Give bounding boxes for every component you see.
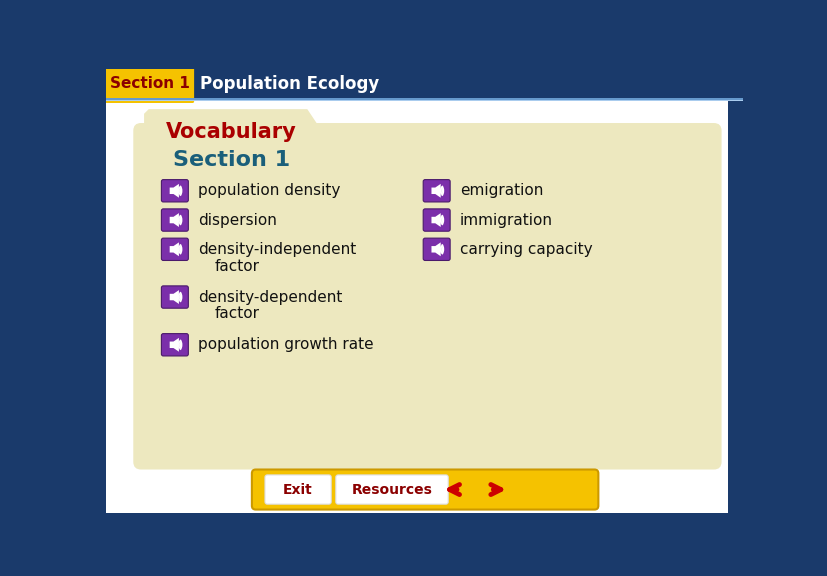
Text: factor: factor	[215, 259, 260, 274]
FancyBboxPatch shape	[105, 67, 194, 103]
Text: Section 1: Section 1	[173, 150, 290, 170]
Bar	[727, 98, 743, 513]
Bar	[105, 69, 743, 98]
Text: population growth rate: population growth rate	[198, 338, 373, 353]
FancyBboxPatch shape	[133, 123, 720, 469]
Text: dispersion: dispersion	[198, 213, 276, 228]
Text: Resources: Resources	[351, 483, 432, 497]
Polygon shape	[170, 338, 179, 352]
Text: factor: factor	[215, 306, 260, 321]
FancyBboxPatch shape	[161, 286, 188, 308]
Polygon shape	[431, 184, 440, 198]
FancyBboxPatch shape	[423, 238, 450, 260]
Polygon shape	[431, 213, 440, 227]
Text: emigration: emigration	[459, 183, 543, 198]
FancyBboxPatch shape	[423, 180, 450, 202]
Text: immigration: immigration	[459, 213, 552, 228]
Polygon shape	[170, 184, 179, 198]
FancyBboxPatch shape	[423, 209, 450, 231]
Text: carrying capacity: carrying capacity	[459, 242, 591, 257]
Polygon shape	[170, 242, 179, 256]
FancyBboxPatch shape	[161, 180, 188, 202]
FancyBboxPatch shape	[336, 475, 447, 504]
FancyBboxPatch shape	[265, 475, 331, 504]
FancyBboxPatch shape	[161, 334, 188, 356]
Polygon shape	[144, 109, 323, 132]
Polygon shape	[170, 213, 179, 227]
FancyBboxPatch shape	[251, 469, 598, 510]
Bar	[105, 100, 743, 101]
Text: Vocabulary: Vocabulary	[165, 122, 296, 142]
Text: Population Ecology: Population Ecology	[199, 75, 378, 93]
Text: Section 1: Section 1	[109, 76, 189, 91]
FancyBboxPatch shape	[161, 209, 188, 231]
Text: density-independent: density-independent	[198, 242, 356, 257]
Bar	[105, 98, 743, 100]
Text: density-dependent: density-dependent	[198, 290, 342, 305]
Bar	[144, 129, 318, 140]
Polygon shape	[170, 290, 179, 304]
Polygon shape	[431, 242, 440, 256]
Text: population density: population density	[198, 183, 340, 198]
FancyBboxPatch shape	[161, 238, 188, 260]
Text: Exit: Exit	[283, 483, 313, 497]
